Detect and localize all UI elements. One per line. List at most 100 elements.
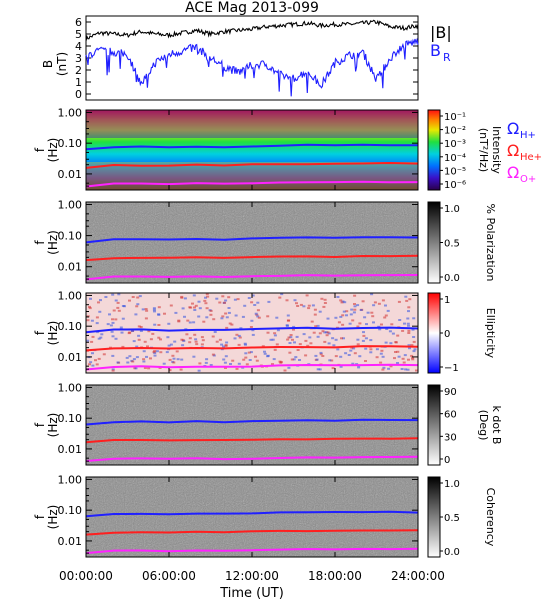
- gyro-line-heplus: [85, 437, 419, 444]
- texture-cell: [287, 366, 291, 369]
- texture-cell: [411, 328, 415, 331]
- b-ytick-label: 3: [75, 52, 82, 65]
- texture-cell: [318, 310, 322, 313]
- texture-cell: [204, 302, 208, 305]
- texture-cell: [236, 298, 240, 301]
- texture-cell: [380, 349, 384, 352]
- freq-ylabel-unit: (Hz): [46, 138, 60, 163]
- texture-cell: [96, 331, 100, 334]
- texture-cell: [224, 367, 227, 369]
- texture-cell: [344, 352, 348, 355]
- colorbar-tick-label: 0.5: [444, 239, 460, 250]
- freq-tick-label: 1.00: [58, 381, 83, 394]
- texture-cell: [193, 309, 197, 311]
- texture-cell: [111, 318, 114, 321]
- texture-cell: [308, 336, 312, 339]
- texture-cell: [313, 308, 317, 311]
- texture-cell: [334, 355, 338, 358]
- texture-cell: [403, 322, 406, 325]
- texture-cell: [220, 343, 224, 346]
- gyro-line-oplus: [85, 455, 419, 462]
- texture-cell: [249, 326, 253, 328]
- texture-cell: [407, 332, 411, 334]
- texture-cell: [188, 341, 192, 344]
- texture-cell: [127, 332, 131, 335]
- texture-cell: [91, 364, 95, 367]
- texture-cell: [325, 334, 329, 337]
- texture-cell: [134, 313, 138, 316]
- texture-cell: [145, 309, 149, 312]
- texture-cell: [228, 322, 232, 325]
- texture-cell: [206, 295, 210, 298]
- texture-cell: [273, 348, 277, 351]
- texture-cell: [256, 315, 260, 318]
- texture-cell: [286, 314, 290, 317]
- texture-cell: [383, 316, 387, 319]
- texture-cell: [328, 359, 332, 362]
- legend-he-label: He+: [520, 152, 542, 163]
- texture-cell: [379, 361, 383, 364]
- texture-cell: [135, 356, 139, 359]
- texture-cell: [179, 368, 183, 371]
- texture-cell: [185, 333, 189, 336]
- texture-cell: [243, 304, 247, 307]
- b-series-group: [85, 19, 419, 97]
- texture-cell: [117, 293, 121, 296]
- texture-cell: [407, 344, 411, 347]
- svg-text:B: B: [430, 41, 441, 60]
- texture-cell: [362, 334, 366, 337]
- texture-cell: [352, 311, 356, 314]
- b-ytick-label: 4: [75, 40, 82, 53]
- texture-cell: [353, 305, 357, 308]
- texture-cell: [89, 297, 92, 300]
- texture-cell: [388, 330, 392, 333]
- texture-cell: [408, 347, 411, 350]
- texture-cell: [116, 361, 120, 364]
- texture-cell: [321, 355, 325, 357]
- texture-cell: [307, 304, 311, 307]
- texture-cell: [350, 308, 354, 311]
- legend-h-label: H+: [520, 130, 536, 141]
- texture-cell: [205, 316, 209, 319]
- texture-cell: [119, 326, 123, 329]
- gyro-line-oplus: [85, 274, 419, 281]
- texture-cell: [86, 319, 90, 322]
- texture-cell: [387, 367, 391, 370]
- texture-cell: [244, 343, 247, 346]
- texture-cell: [201, 339, 205, 342]
- texture-cell: [384, 341, 388, 344]
- colorbar-ellipticity: [427, 292, 441, 374]
- gyro-line-hplus: [85, 236, 419, 244]
- texture-cell: [412, 350, 416, 353]
- texture-cell: [412, 336, 416, 338]
- texture-cell: [237, 334, 241, 337]
- texture-cell: [172, 357, 176, 360]
- texture-cell: [356, 343, 360, 346]
- time-axis-label: Time (UT): [219, 586, 284, 600]
- texture-cell: [153, 310, 156, 313]
- texture-cell: [302, 333, 306, 336]
- texture-cell: [245, 363, 249, 366]
- texture-cell: [261, 345, 265, 348]
- gyro-line-heplus: [85, 529, 419, 536]
- texture-cell: [294, 356, 298, 359]
- freq-tick-label: 0.10: [58, 137, 83, 150]
- freq-tick-label: 0.01: [58, 168, 83, 181]
- texture-cell: [194, 338, 198, 341]
- texture-cell: [233, 298, 237, 301]
- texture-cell: [192, 294, 196, 297]
- texture-cell: [295, 302, 298, 305]
- texture-cell: [167, 322, 171, 325]
- texture-cell: [100, 333, 104, 336]
- freq-ylabel-f: f: [33, 514, 47, 519]
- freq-tick-label: 1.00: [58, 289, 83, 302]
- texture-cell: [134, 367, 138, 370]
- texture-cell: [358, 355, 362, 358]
- texture-cell: [198, 362, 202, 365]
- texture-cell: [407, 358, 410, 361]
- texture-cell: [353, 303, 356, 305]
- texture-cell: [235, 367, 239, 370]
- colorbar-tick-label: 1.0: [444, 479, 460, 490]
- texture-cell: [377, 302, 381, 305]
- freq-ylabel-unit: (Hz): [46, 321, 60, 346]
